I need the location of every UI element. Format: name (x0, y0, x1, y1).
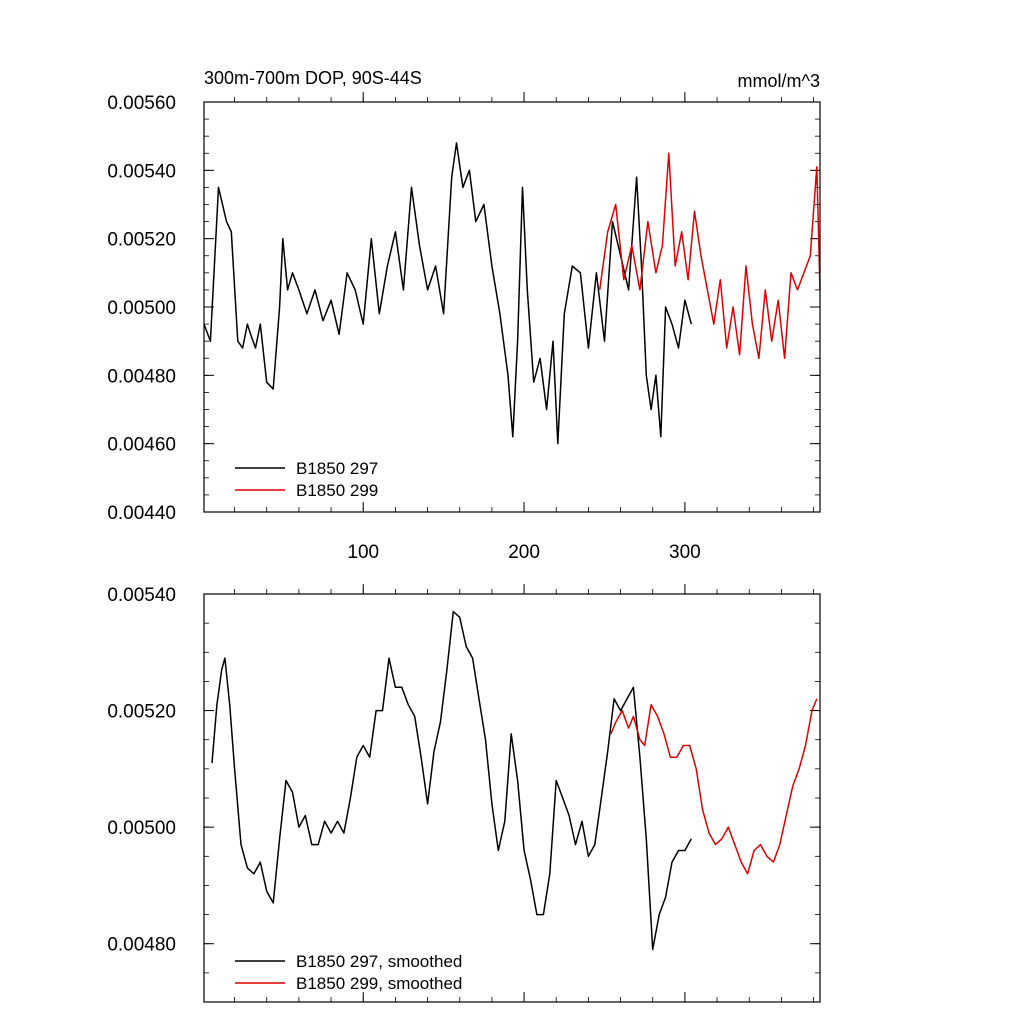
y-tick-label: 0.00500 (107, 298, 176, 319)
y-tick-label: 0.00480 (107, 935, 176, 956)
series-line-b1850-299 (598, 152, 821, 360)
bottom-series-lines (211, 610, 818, 951)
legend-label-b1850-299-smoothed: B1850 299, smoothed (296, 974, 462, 993)
y-tick-label: 0.00480 (107, 366, 176, 387)
series-line-b1850-297-smoothed (211, 610, 692, 951)
bottom-ticks: 0.00480 0.00500 0.00520 0.00540 (107, 584, 820, 1003)
top-plot-frame (203, 101, 821, 513)
bottom-legend: B1850 297, smoothed B1850 299, smoothed (235, 952, 462, 993)
x-tick-label: 200 (508, 542, 540, 563)
y-tick-label: 0.00440 (107, 503, 176, 524)
y-tick-label: 0.00560 (107, 93, 176, 114)
bottom-panel: 0.00480 0.00500 0.00520 0.00540 B1850 297, … (107, 584, 821, 1003)
y-tick-label: 0.00540 (107, 585, 176, 606)
y-tick-label: 0.00520 (107, 230, 176, 251)
y-tick-label: 0.00520 (107, 702, 176, 723)
top-legend: B1850 297 B1850 299 (235, 459, 378, 500)
x-tick-label: 300 (669, 542, 701, 563)
y-tick-label: 0.00500 (107, 818, 176, 839)
x-tick-label: 100 (347, 542, 379, 563)
top-title-right: mmol/m^3 (738, 71, 820, 91)
y-tick-label: 0.00540 (107, 161, 176, 182)
top-panel: 300m-700m DOP, 90S-44S mmol/m^3 0.004400… (107, 68, 821, 563)
legend-label-b1850-299: B1850 299 (296, 481, 378, 500)
legend-label-b1850-297-smoothed: B1850 297, smoothed (296, 952, 462, 971)
series-line-b1850-299-smoothed (610, 698, 818, 875)
legend-label-b1850-297: B1850 297 (296, 459, 378, 478)
top-series-lines (203, 142, 821, 445)
series-line-b1850-297 (203, 142, 693, 445)
y-tick-label: 0.00460 (107, 435, 176, 456)
top-title-left: 300m-700m DOP, 90S-44S (204, 68, 422, 88)
bottom-plot-frame (203, 593, 821, 1003)
top-ticks: 0.00440 0.00460 0.00480 0.00500 0.00520 0.005… (107, 92, 820, 563)
